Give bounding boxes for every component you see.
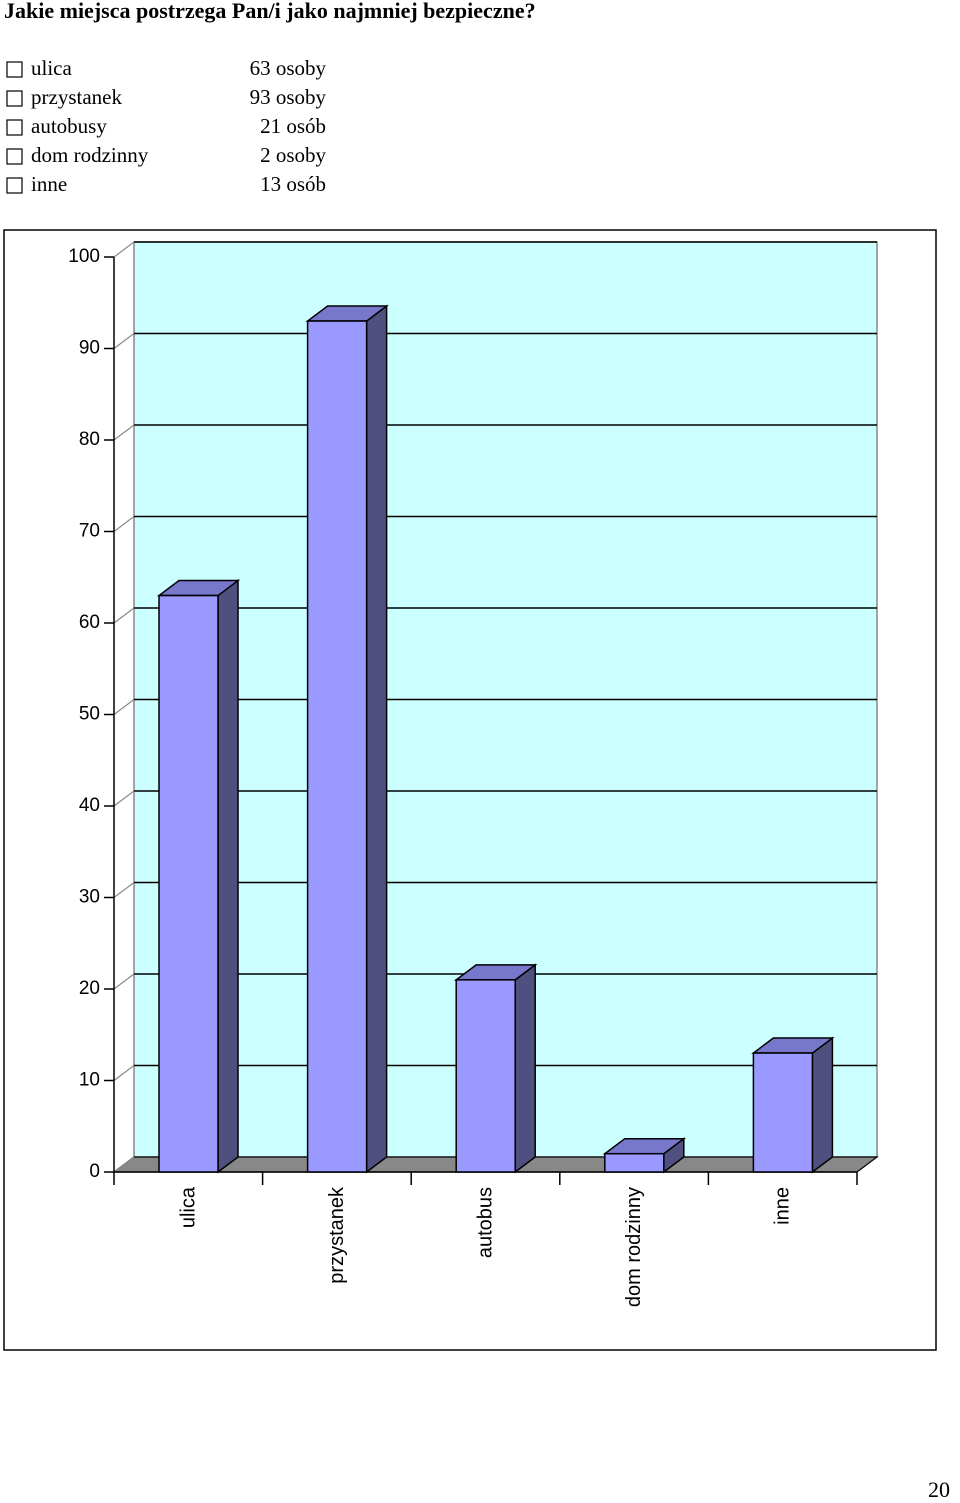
answer-count: 63 osoby [250,56,327,80]
bar [752,1052,814,1173]
y-tick-label: 50 [79,704,100,725]
bar [455,979,516,1173]
answer-label: ulica [31,56,72,80]
grid-line-side [113,973,135,990]
y-tick-label: 30 [79,887,100,908]
x-tick-label: przystanek [326,1186,348,1284]
x-tick-label: dom rodzinny [623,1187,645,1307]
checkbox [6,119,23,136]
answer-count: 13 osób [260,172,326,196]
y-tick-label: 80 [79,429,100,450]
bar-side [811,1036,834,1174]
bar [604,1152,665,1173]
grid-line-side [113,882,135,898]
chart-frame [3,229,937,1351]
grid-line-side [113,241,135,258]
y-tick-label: 40 [79,795,100,816]
answer-count: 2 osoby [260,143,326,167]
grid-line-side [113,790,135,807]
y-tick-label: 0 [89,1161,100,1182]
bar-side [514,963,536,1174]
page-number: 20 [928,1477,950,1502]
checkbox [6,177,23,194]
checkbox [6,61,23,78]
title: Jakie miejsca postrzega Pan/i jako najmn… [4,0,536,23]
grid-line-side [113,516,135,532]
bar [158,594,219,1173]
x-tick-label: inne [772,1187,794,1225]
x-tick-label: ulica [177,1186,199,1228]
answer-count: 21 osób [260,114,326,138]
answer-label: przystanek [31,85,122,109]
bar-side [217,579,239,1174]
answer-label: inne [31,172,67,196]
grid-line-side [113,333,135,349]
y-tick-label: 60 [79,612,100,633]
bar [306,320,368,1173]
answer-label: autobusy [31,114,107,138]
grid-line-side [113,1065,135,1081]
y-tick-label: 90 [79,338,100,359]
side-wall [113,1156,135,1173]
x-tick-label: autobus [474,1187,496,1258]
checkbox [6,148,23,165]
checkbox [6,90,23,107]
answer-label: dom rodzinny [31,143,149,167]
y-tick-label: 70 [79,521,100,542]
y-tick-label: 20 [79,978,100,999]
y-tick-label: 10 [79,1070,100,1091]
answer-count: 93 osoby [250,85,327,109]
grid-line-side [113,699,135,715]
grid-line-side [113,607,135,624]
grid-line-side [113,424,135,441]
bar-side [365,304,388,1174]
y-tick-label: 100 [68,246,100,267]
